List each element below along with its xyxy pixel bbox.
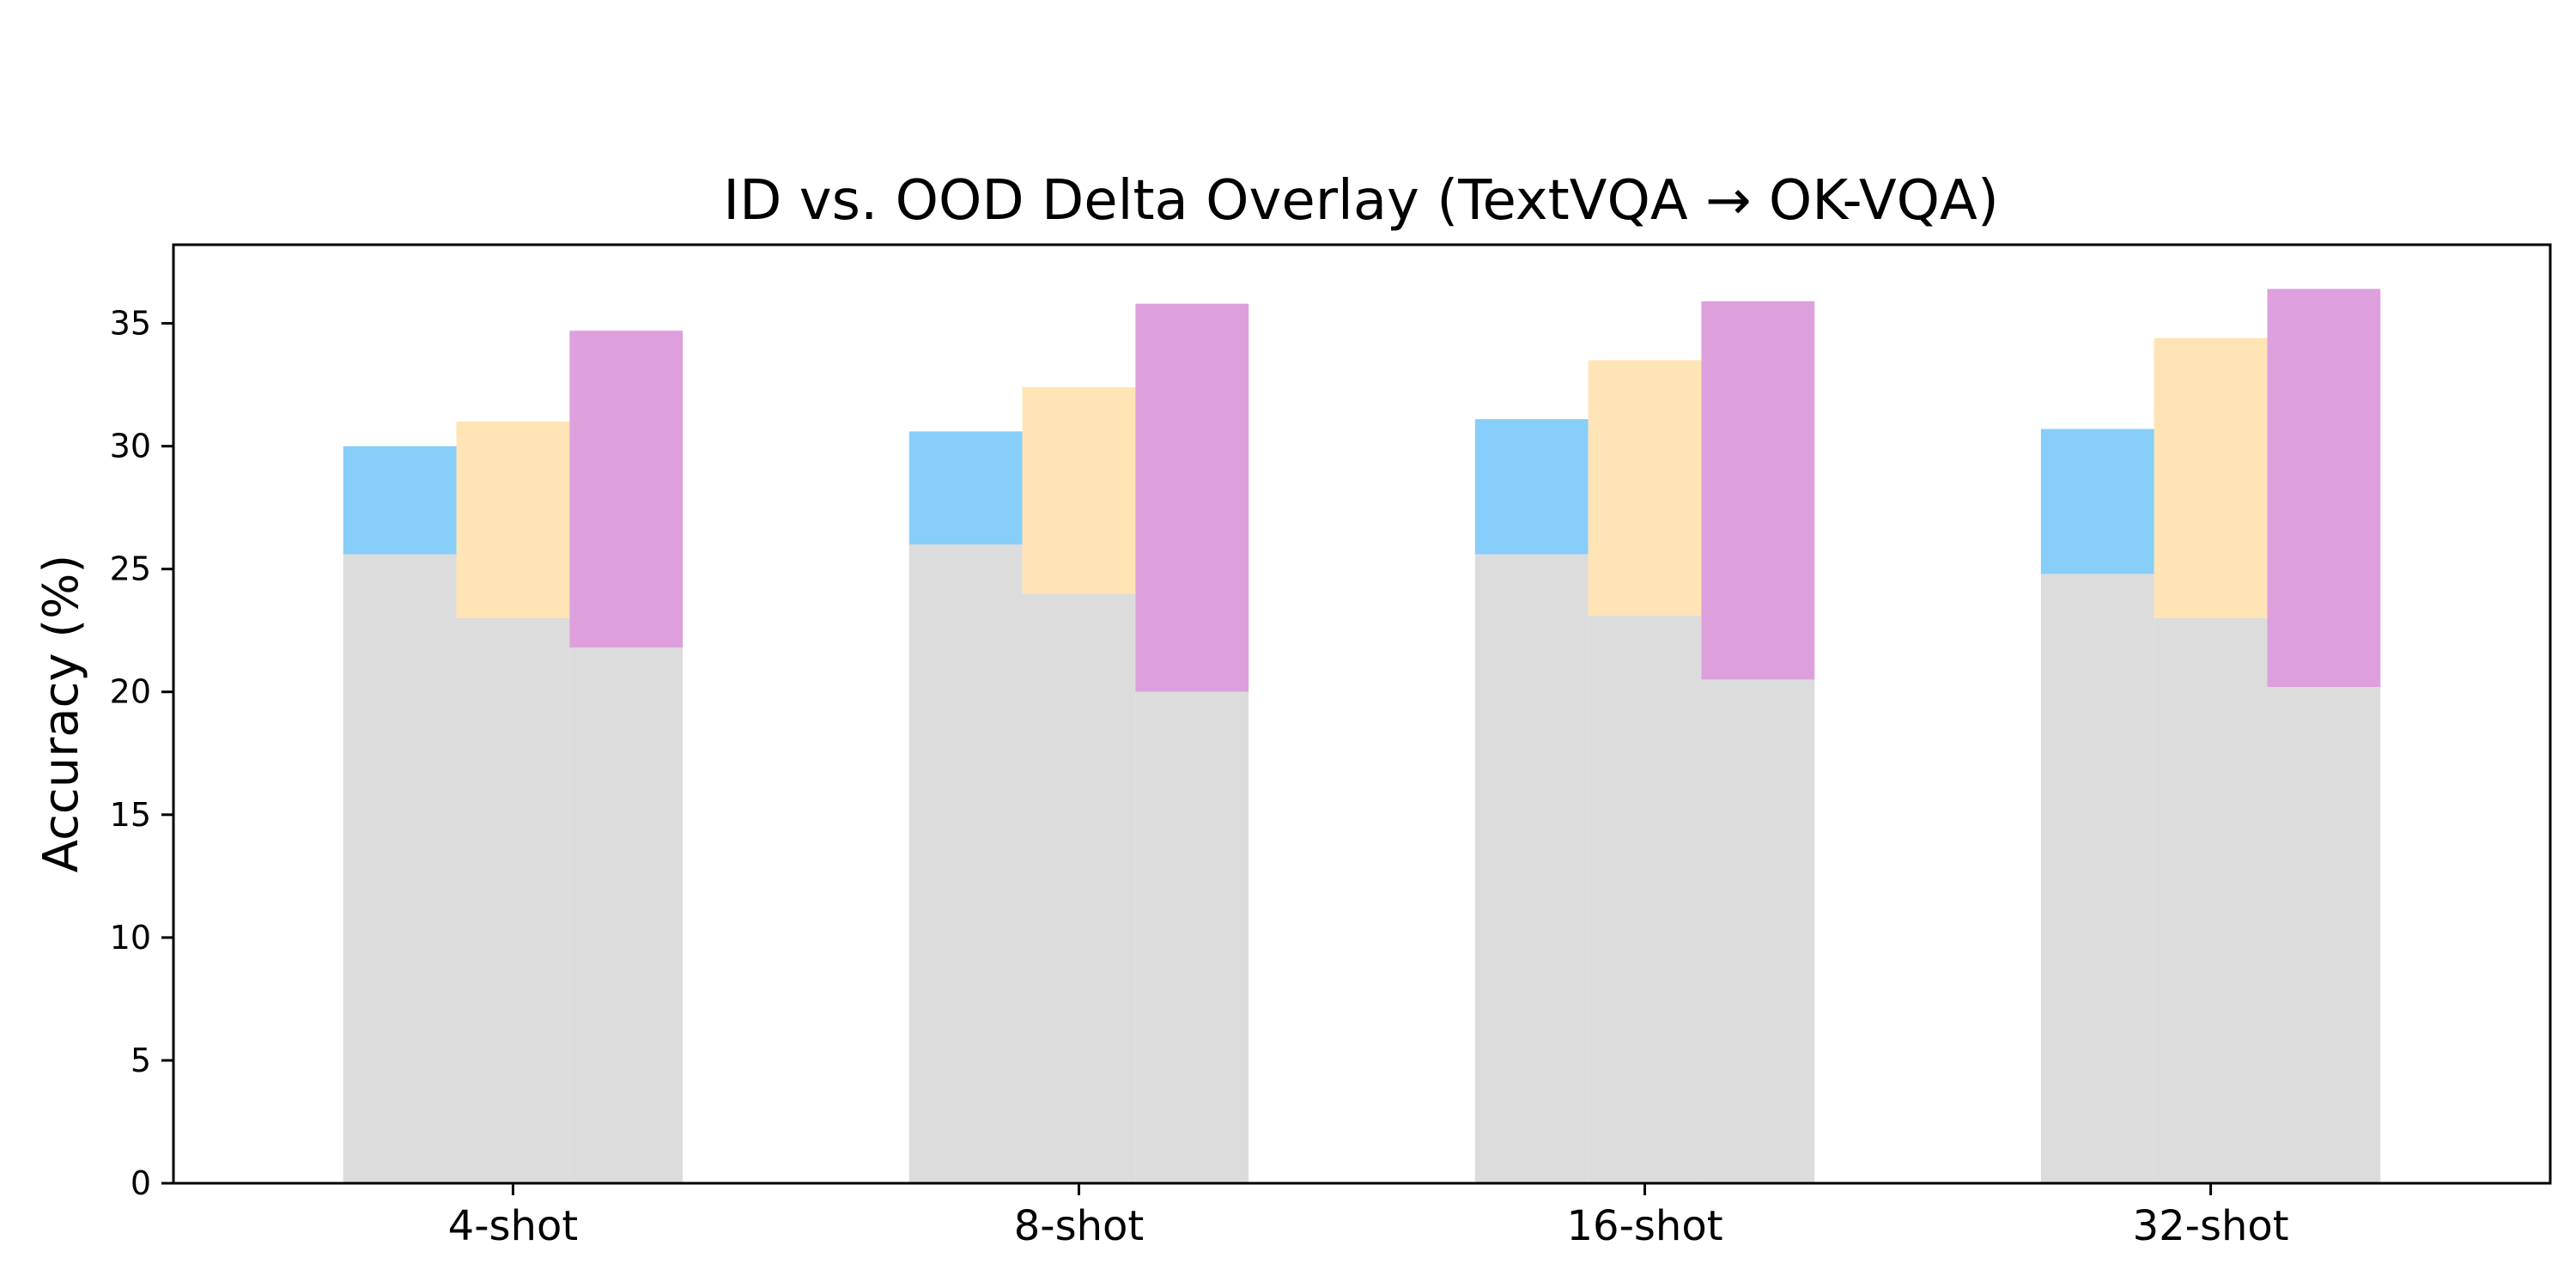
y-axis: 0 5 10 15 20 25 30 35 (110, 305, 173, 1202)
plot-frame (172, 243, 2552, 1185)
bar-delta-3-4-shot (569, 331, 683, 648)
y-tick-label: 30 (110, 428, 151, 465)
y-tick-label: 15 (110, 796, 151, 834)
y-tick-label: 20 (110, 673, 151, 711)
bar-delta-3-32-shot (2267, 289, 2381, 688)
x-tick-label: 4-shot (448, 1202, 578, 1250)
bar-base-3-8-shot (1135, 691, 1249, 1183)
bar-delta-2-8-shot (1022, 386, 1136, 594)
bar-base-2-8-shot (1022, 593, 1136, 1183)
bar-delta-3-8-shot (1135, 303, 1249, 692)
bar-base-3-32-shot (2267, 687, 2381, 1183)
y-tick-label: 0 (131, 1164, 151, 1202)
bar-base-2-4-shot (456, 617, 570, 1183)
bars (343, 289, 2381, 1183)
y-tick-label: 25 (110, 550, 151, 588)
x-tick-label: 16-shot (1567, 1202, 1723, 1250)
bar-base-1-8-shot (908, 544, 1023, 1183)
y-tick-label: 10 (110, 919, 151, 957)
bar-base-3-4-shot (569, 647, 683, 1183)
bar-base-2-16-shot (1588, 616, 1702, 1183)
bar-delta-2-4-shot (456, 422, 570, 618)
bar-base-2-32-shot (2154, 617, 2268, 1183)
bar-delta-1-4-shot (343, 446, 457, 555)
y-axis-label: Accuracy (%) (33, 555, 89, 872)
bar-delta-2-32-shot (2154, 337, 2268, 618)
y-tick-label: 5 (131, 1042, 151, 1079)
y-tick-label: 35 (110, 305, 151, 343)
bar-delta-1-8-shot (908, 431, 1023, 545)
chart-title: ID vs. OOD Delta Overlay (TextVQA → OK-V… (723, 169, 1999, 233)
x-axis: 4-shot 8-shot 16-shot 32-shot (448, 1183, 2289, 1250)
bar-delta-3-16-shot (1701, 301, 1815, 680)
x-tick-label: 32-shot (2133, 1202, 2289, 1250)
bar-delta-1-32-shot (2040, 428, 2154, 574)
bar-delta-1-16-shot (1474, 419, 1589, 555)
bar-base-1-4-shot (343, 554, 457, 1183)
bar-delta-2-16-shot (1588, 360, 1702, 617)
x-tick-label: 8-shot (1014, 1202, 1144, 1250)
bar-base-1-32-shot (2040, 574, 2154, 1183)
bar-base-3-16-shot (1701, 679, 1815, 1183)
bar-base-1-16-shot (1474, 554, 1589, 1183)
